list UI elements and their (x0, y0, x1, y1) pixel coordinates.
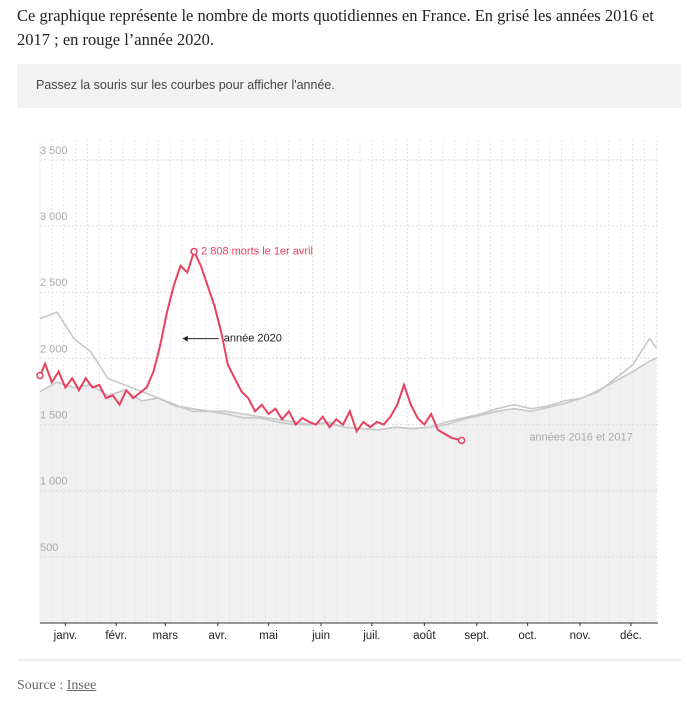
y-tick-label: 1 500 (40, 409, 68, 421)
y-tick-label: 3 000 (40, 211, 68, 223)
x-tick-label: janv. (53, 630, 77, 642)
series-line (39, 248, 462, 442)
point (36, 371, 44, 380)
hint-text: Passez la souris sur les courbes pour af… (36, 78, 335, 92)
point (457, 436, 466, 445)
arrow-head (182, 335, 188, 342)
y-tick-label: 1 000 (40, 476, 68, 488)
x-tick-label: oct. (518, 630, 537, 642)
annotation: 2 808 morts le 1er avril (201, 245, 313, 257)
y-tick-label: 2 500 (40, 277, 68, 289)
source: Source : Insee (17, 678, 96, 694)
annotation: année 2020 (224, 332, 282, 344)
source-link[interactable]: Insee (66, 678, 97, 693)
x-tick-label: juil. (362, 630, 380, 642)
intro: Ce graphique représente le nombre de mor… (17, 6, 654, 49)
x-tick-label: juin (311, 630, 330, 642)
x-tick-label: nov. (570, 630, 591, 642)
annotation: années 2016 et 2017 (529, 432, 632, 444)
x-tick-label: mai (259, 630, 278, 642)
series-line (39, 311, 657, 431)
y-tick-label: 500 (40, 542, 58, 554)
y-tick-label: 2 000 (40, 343, 68, 355)
point (190, 247, 198, 256)
hint-box: Passez la souris sur les courbes pour af… (17, 64, 681, 108)
x-tick-label: déc. (620, 630, 642, 642)
x-tick-label: mars (153, 630, 179, 642)
x-tick-label: août (413, 630, 436, 642)
x-tick-label: sept. (464, 630, 489, 642)
source-prefix: Source : (17, 678, 64, 693)
y-tick-label: 3 500 (40, 145, 68, 157)
x-tick-label: févr. (105, 630, 127, 642)
x-tick-label: avr. (209, 630, 228, 642)
